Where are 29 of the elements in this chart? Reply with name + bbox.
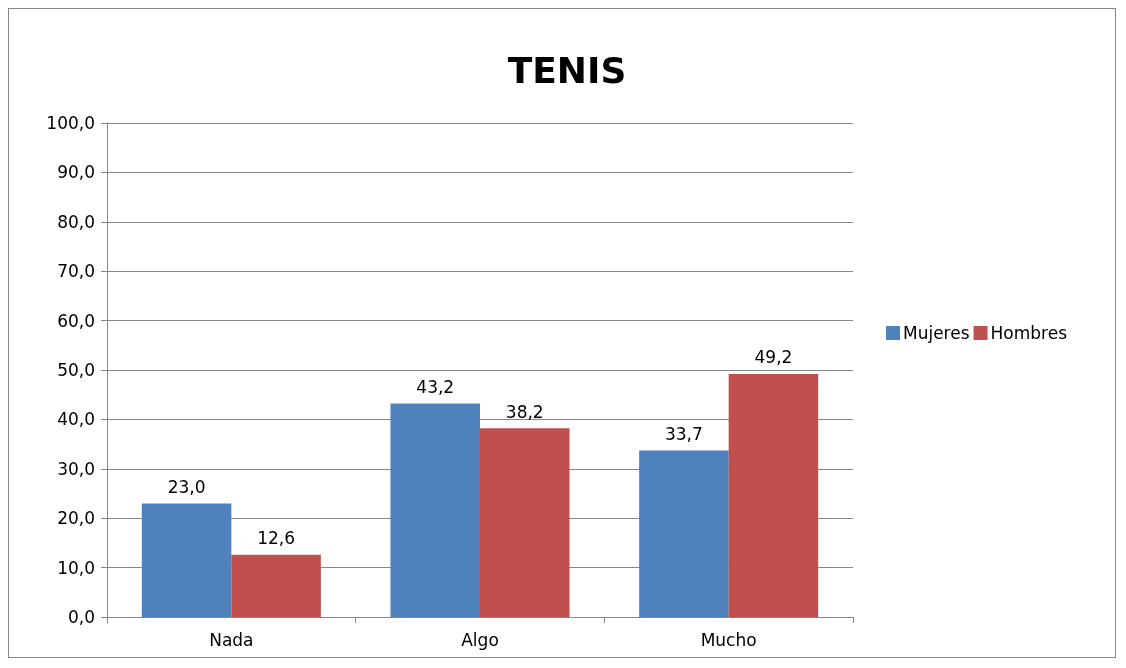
bar bbox=[728, 373, 819, 617]
y-tick-label: 60,0 bbox=[57, 310, 95, 331]
x-tick-label: Mucho bbox=[700, 629, 757, 650]
y-tick-label: 90,0 bbox=[57, 162, 95, 183]
y-tick-label: 70,0 bbox=[57, 261, 95, 282]
data-label: 49,2 bbox=[754, 347, 793, 368]
y-tick-label: 40,0 bbox=[57, 409, 95, 430]
bar bbox=[639, 450, 729, 617]
x-tick-label: Algo bbox=[461, 629, 499, 650]
y-tick-label: 80,0 bbox=[57, 211, 95, 232]
bar bbox=[231, 554, 321, 617]
x-tick-label: Nada bbox=[209, 629, 254, 650]
data-label: 23,0 bbox=[167, 476, 206, 497]
y-tick-label: 100,0 bbox=[46, 113, 95, 133]
y-tick-label: 20,0 bbox=[57, 508, 95, 529]
legend-label: Mujeres bbox=[903, 323, 970, 343]
data-label: 38,2 bbox=[505, 401, 544, 422]
data-label: 33,7 bbox=[664, 424, 703, 445]
bar bbox=[390, 403, 480, 617]
y-tick-label: 50,0 bbox=[57, 360, 95, 380]
y-tick-label: 30,0 bbox=[57, 458, 95, 479]
data-label: 12,6 bbox=[257, 528, 296, 549]
y-tick-label: 10,0 bbox=[57, 557, 95, 578]
chart-title: TENIS bbox=[507, 49, 627, 91]
bar bbox=[480, 428, 570, 617]
y-tick-label: 0,0 bbox=[67, 607, 95, 627]
data-label: 43,2 bbox=[416, 377, 455, 398]
legend-label: Hombres bbox=[990, 323, 1068, 343]
bar bbox=[141, 503, 232, 617]
